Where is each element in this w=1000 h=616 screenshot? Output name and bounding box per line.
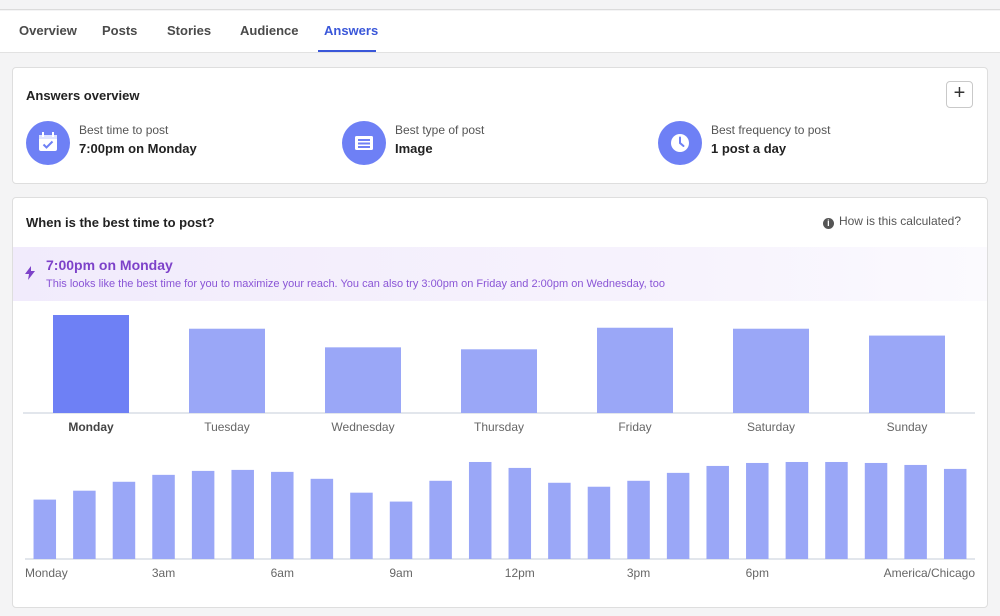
best-time-value: 7:00pm on Monday (79, 141, 197, 156)
hourly-reach-chart: Monday 3am 6am 9am 12pm 3pm 6pm America/Chicago (25, 461, 976, 580)
hour-tick-12pm: 12pm (505, 566, 535, 580)
day-label-thursday: Thursday (474, 420, 524, 434)
tab-audience[interactable]: Audience (240, 23, 299, 38)
day-label-sunday: Sunday (887, 420, 928, 434)
best-type-value: Image (395, 141, 433, 156)
hour-tick-6am: 6am (271, 566, 294, 580)
lightning-icon (25, 266, 35, 280)
timezone-label: America/Chicago (884, 566, 976, 580)
tab-answers[interactable]: Answers (324, 23, 379, 38)
banner-headline: 7:00pm on Monday (46, 257, 173, 273)
hour-tick-3pm: 3pm (627, 566, 650, 580)
window-top-strip (0, 0, 1000, 10)
daily-bar-monday[interactable] (53, 315, 129, 413)
hourly-bar-11pm[interactable] (943, 468, 967, 559)
hourly-bar-5pm[interactable] (706, 465, 729, 559)
how-calculated-link[interactable]: i How is this calculated? (822, 214, 961, 229)
daily-bar-sunday[interactable] (869, 335, 945, 413)
hourly-bar-6pm[interactable] (746, 462, 769, 559)
hourly-bar-7pm[interactable] (785, 461, 809, 559)
hourly-bar-12pm[interactable] (508, 467, 532, 559)
tab-overview[interactable]: Overview (19, 23, 77, 38)
hourly-bar-7am[interactable] (310, 478, 334, 559)
daily-bar-wednesday[interactable] (325, 347, 401, 413)
hourly-bar-6am[interactable] (271, 471, 294, 559)
best-frequency-value: 1 post a day (711, 141, 787, 156)
best-time-title: When is the best time to post? (26, 215, 215, 230)
info-icon: i (822, 218, 834, 229)
hour-tick-3am: 3am (152, 566, 175, 580)
hourly-bar-1pm[interactable] (548, 482, 571, 559)
hourly-bar-3am[interactable] (152, 474, 175, 559)
day-label-tuesday: Tuesday (204, 420, 250, 434)
answers-overview-card: Answers overview + Best time to post 7:0… (12, 67, 988, 184)
daily-bar-saturday[interactable] (733, 328, 809, 413)
tab-bar: Overview Posts Stories Audience Answers (0, 11, 1000, 53)
active-tab-indicator (318, 50, 376, 52)
day-label-monday: Monday (68, 420, 114, 434)
hourly-bar-monday[interactable] (33, 499, 57, 559)
day-label-friday: Friday (618, 420, 651, 434)
calendar-icon (26, 121, 70, 165)
hourly-bar-4am[interactable] (191, 470, 215, 559)
hourly-bar-11am[interactable] (468, 461, 492, 559)
hourly-bar-9pm[interactable] (864, 462, 888, 559)
answers-overview-title: Answers overview (26, 88, 140, 103)
best-frequency-label: Best frequency to post (711, 123, 831, 137)
banner-text: This looks like the best time for you to… (46, 278, 665, 290)
hour-tick-monday: Monday (25, 566, 68, 580)
hour-tick-9am: 9am (389, 566, 412, 580)
hourly-bar-1am[interactable] (73, 490, 96, 559)
hourly-bar-10am[interactable] (429, 480, 452, 559)
daily-bar-tuesday[interactable] (189, 328, 265, 413)
hourly-bar-9am[interactable] (389, 501, 413, 559)
add-button[interactable]: + (946, 81, 973, 108)
day-label-wednesday: Wednesday (331, 420, 394, 434)
hourly-bar-10pm[interactable] (904, 464, 927, 559)
hourly-bar-8pm[interactable] (825, 461, 848, 559)
hourly-bar-8am[interactable] (350, 492, 373, 559)
tab-posts[interactable]: Posts (102, 23, 138, 38)
day-label-saturday: Saturday (747, 420, 795, 434)
daily-reach-chart: Monday Tuesday Wednesday Thursday Friday Satu… (23, 315, 975, 434)
hour-tick-6pm: 6pm (746, 566, 769, 580)
daily-bar-thursday[interactable] (461, 349, 537, 413)
tab-stories[interactable]: Stories (167, 23, 212, 38)
image-post-icon (342, 121, 386, 165)
hourly-bar-5am[interactable] (231, 469, 254, 559)
how-calculated-label: How is this calculated? (838, 214, 961, 228)
clock-icon (658, 121, 702, 165)
best-time-banner: 7:00pm on Monday This looks like the bes… (13, 247, 987, 301)
best-time-label: Best time to post (79, 123, 169, 137)
best-type-label: Best type of post (395, 123, 485, 137)
hourly-bar-2am[interactable] (112, 481, 136, 559)
hourly-bar-4pm[interactable] (666, 472, 690, 559)
daily-bar-friday[interactable] (597, 327, 673, 413)
hourly-bar-2pm[interactable] (587, 486, 611, 559)
hourly-bar-3pm[interactable] (627, 480, 650, 559)
best-time-card: When is the best time to post? i How is t… (12, 197, 988, 608)
